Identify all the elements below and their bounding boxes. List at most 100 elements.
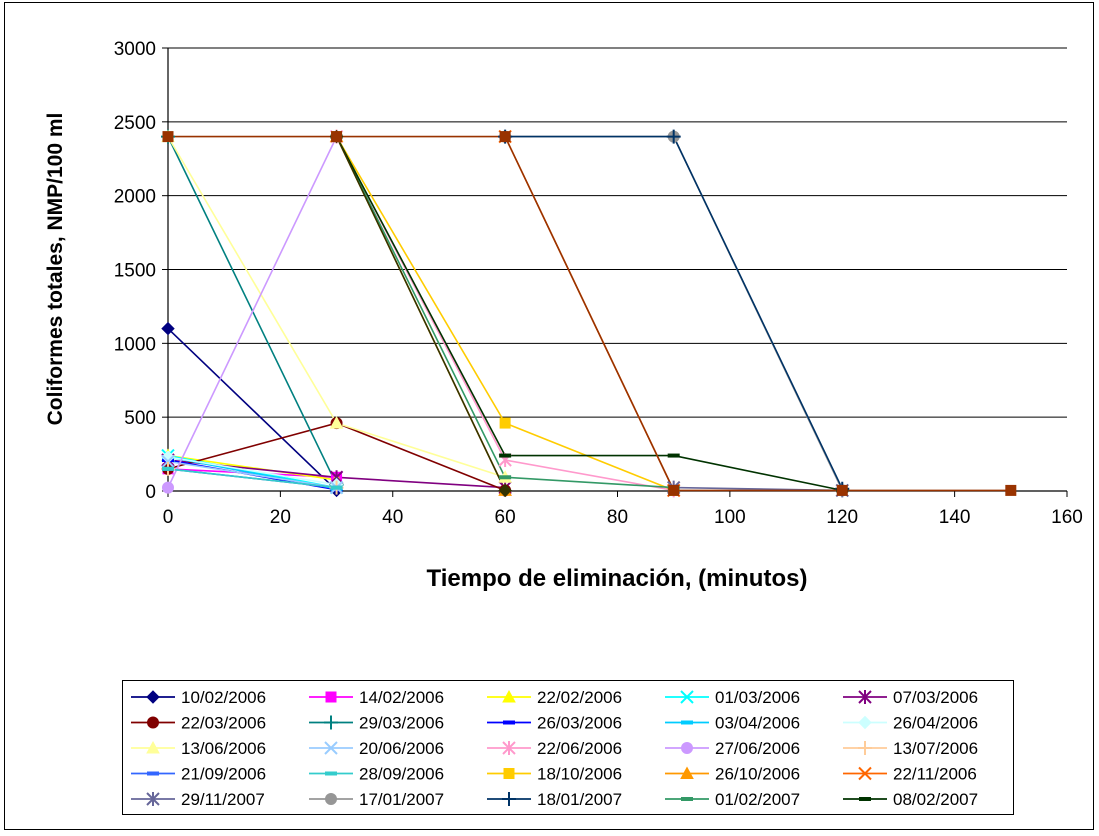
series-line — [335, 136, 843, 492]
legend-marker — [324, 715, 338, 730]
legend-item-label: 28/09/2006 — [359, 765, 444, 784]
y-tick-label: 3000 — [114, 39, 156, 60]
legend-marker — [502, 792, 516, 806]
legend-item-label: 13/06/2006 — [181, 739, 266, 758]
legend-marker — [680, 766, 694, 779]
legend-item-label: 22/02/2006 — [537, 688, 622, 707]
data-point — [329, 416, 344, 429]
legend-marker — [146, 690, 160, 704]
series-line — [335, 136, 506, 491]
legend-marker — [146, 792, 160, 806]
legend-marker — [858, 741, 872, 755]
x-tick-label: 60 — [495, 507, 516, 528]
data-point — [668, 484, 680, 496]
legend: 10/02/2006 14/02/2006 22/02/2006 01/03/2006… — [122, 680, 1014, 835]
legend-item-label: 01/03/2006 — [715, 688, 800, 707]
legend-marker — [681, 720, 693, 725]
legend-item-label: 29/03/2006 — [359, 714, 444, 733]
legend-marker — [858, 766, 872, 781]
legend-marker — [325, 691, 337, 703]
legend-item-label: 08/02/2007 — [893, 790, 978, 809]
legend-marker — [681, 797, 693, 801]
series-line — [167, 456, 337, 486]
series-line — [167, 468, 337, 489]
legend-marker — [147, 771, 159, 776]
x-tick-label: 100 — [714, 507, 746, 528]
legend-marker — [503, 768, 515, 779]
legend-marker — [325, 771, 337, 776]
chart-svg: 0 500 1000 1500 2000 2500 3000 0 20 40 60 80 100 120 1… — [44, 39, 1083, 592]
legend-marker — [502, 741, 516, 755]
legend-item-label: 18/01/2007 — [537, 790, 622, 809]
data-point — [162, 131, 174, 143]
legend-item-label: 10/02/2006 — [181, 688, 266, 707]
legend-item-label: 20/06/2006 — [359, 739, 444, 758]
legend-item-label: 22/11/2006 — [893, 765, 977, 784]
data-point — [161, 454, 175, 469]
series-line — [167, 328, 338, 491]
data-point — [162, 481, 174, 494]
legend-marker — [858, 690, 872, 704]
legend-svg: 10/02/2006 14/02/2006 22/02/2006 01/03/2006… — [131, 688, 978, 835]
data-point — [331, 131, 343, 143]
legend-item-label: 21/09/2006 — [181, 765, 266, 784]
data-point — [499, 475, 512, 480]
data-point — [1005, 484, 1017, 496]
series-line — [167, 454, 337, 481]
x-tick-label: 120 — [826, 507, 858, 528]
data-point — [836, 484, 848, 496]
data-point — [161, 321, 175, 336]
legend-item-label: 22/02/2007 — [359, 816, 444, 817]
x-axis-title: Tiempo de eliminación, (minutos) — [427, 565, 808, 592]
legend-item-label: 18/10/2006 — [537, 765, 622, 784]
legend-item-label: 17/01/2007 — [359, 790, 444, 809]
x-tick-label: 80 — [607, 507, 628, 528]
series-line — [168, 135, 1011, 492]
data-point — [667, 453, 680, 458]
data-point — [499, 453, 512, 458]
y-tick-label: 1500 — [114, 261, 156, 282]
y-tick-label: 0 — [145, 482, 156, 503]
legend-marker — [325, 793, 337, 805]
legend-marker — [680, 690, 694, 704]
data-point — [499, 417, 511, 429]
legend-marker — [147, 716, 159, 729]
legend-item-label: 27/06/2006 — [715, 739, 800, 758]
x-tick-label: 40 — [382, 507, 403, 528]
legend-marker — [324, 741, 338, 755]
legend-marker — [146, 740, 160, 754]
y-tick-label: 500 — [124, 408, 156, 429]
legend-item-label: 13/07/2006 — [893, 739, 978, 758]
legend-item-label: 22/06/2006 — [537, 739, 622, 758]
data-point — [162, 466, 174, 471]
legend-item-label: 01/02/2007 — [715, 790, 800, 809]
y-axis-title: Coliformes totales, NMP/100 ml — [44, 113, 67, 426]
y-tick-label: 2500 — [114, 113, 156, 134]
legend-marker — [503, 720, 515, 725]
legend-item-label: 26/03/2006 — [537, 714, 622, 733]
markers-layer — [161, 129, 1017, 498]
legend-item-label: 22/03/2006 — [181, 714, 266, 733]
chart-area: 0 500 1000 1500 2000 2500 3000 0 20 40 60 80 100 120 1… — [4, 2, 1094, 835]
grid-layer — [168, 47, 1067, 418]
legend-item-label: 26/04/2006 — [893, 714, 978, 733]
legend-marker — [681, 742, 693, 754]
legend-item-label: 07/03/2006 — [893, 688, 978, 707]
x-tick-label: 20 — [270, 507, 291, 528]
series-line — [167, 460, 337, 489]
legend-item-label: 03/04/2006 — [715, 714, 800, 733]
x-tick-label: 160 — [1051, 507, 1083, 528]
axes-layer: 0 500 1000 1500 2000 2500 3000 0 20 40 60 80 100 120 1… — [114, 39, 1083, 528]
legend-marker — [502, 689, 516, 703]
legend-item-label: 26/10/2006 — [715, 765, 800, 784]
data-point — [498, 483, 512, 498]
y-tick-label: 1000 — [114, 334, 156, 355]
legend-item-label: 29/11/2007 — [181, 790, 265, 809]
y-tick-label: 2000 — [114, 187, 156, 208]
data-point — [330, 485, 343, 490]
legend-marker — [858, 715, 872, 730]
x-tick-label: 140 — [939, 507, 971, 528]
series-line — [167, 136, 338, 488]
data-point — [666, 129, 681, 144]
legend-item-label: 15/02/2007 — [181, 816, 266, 817]
